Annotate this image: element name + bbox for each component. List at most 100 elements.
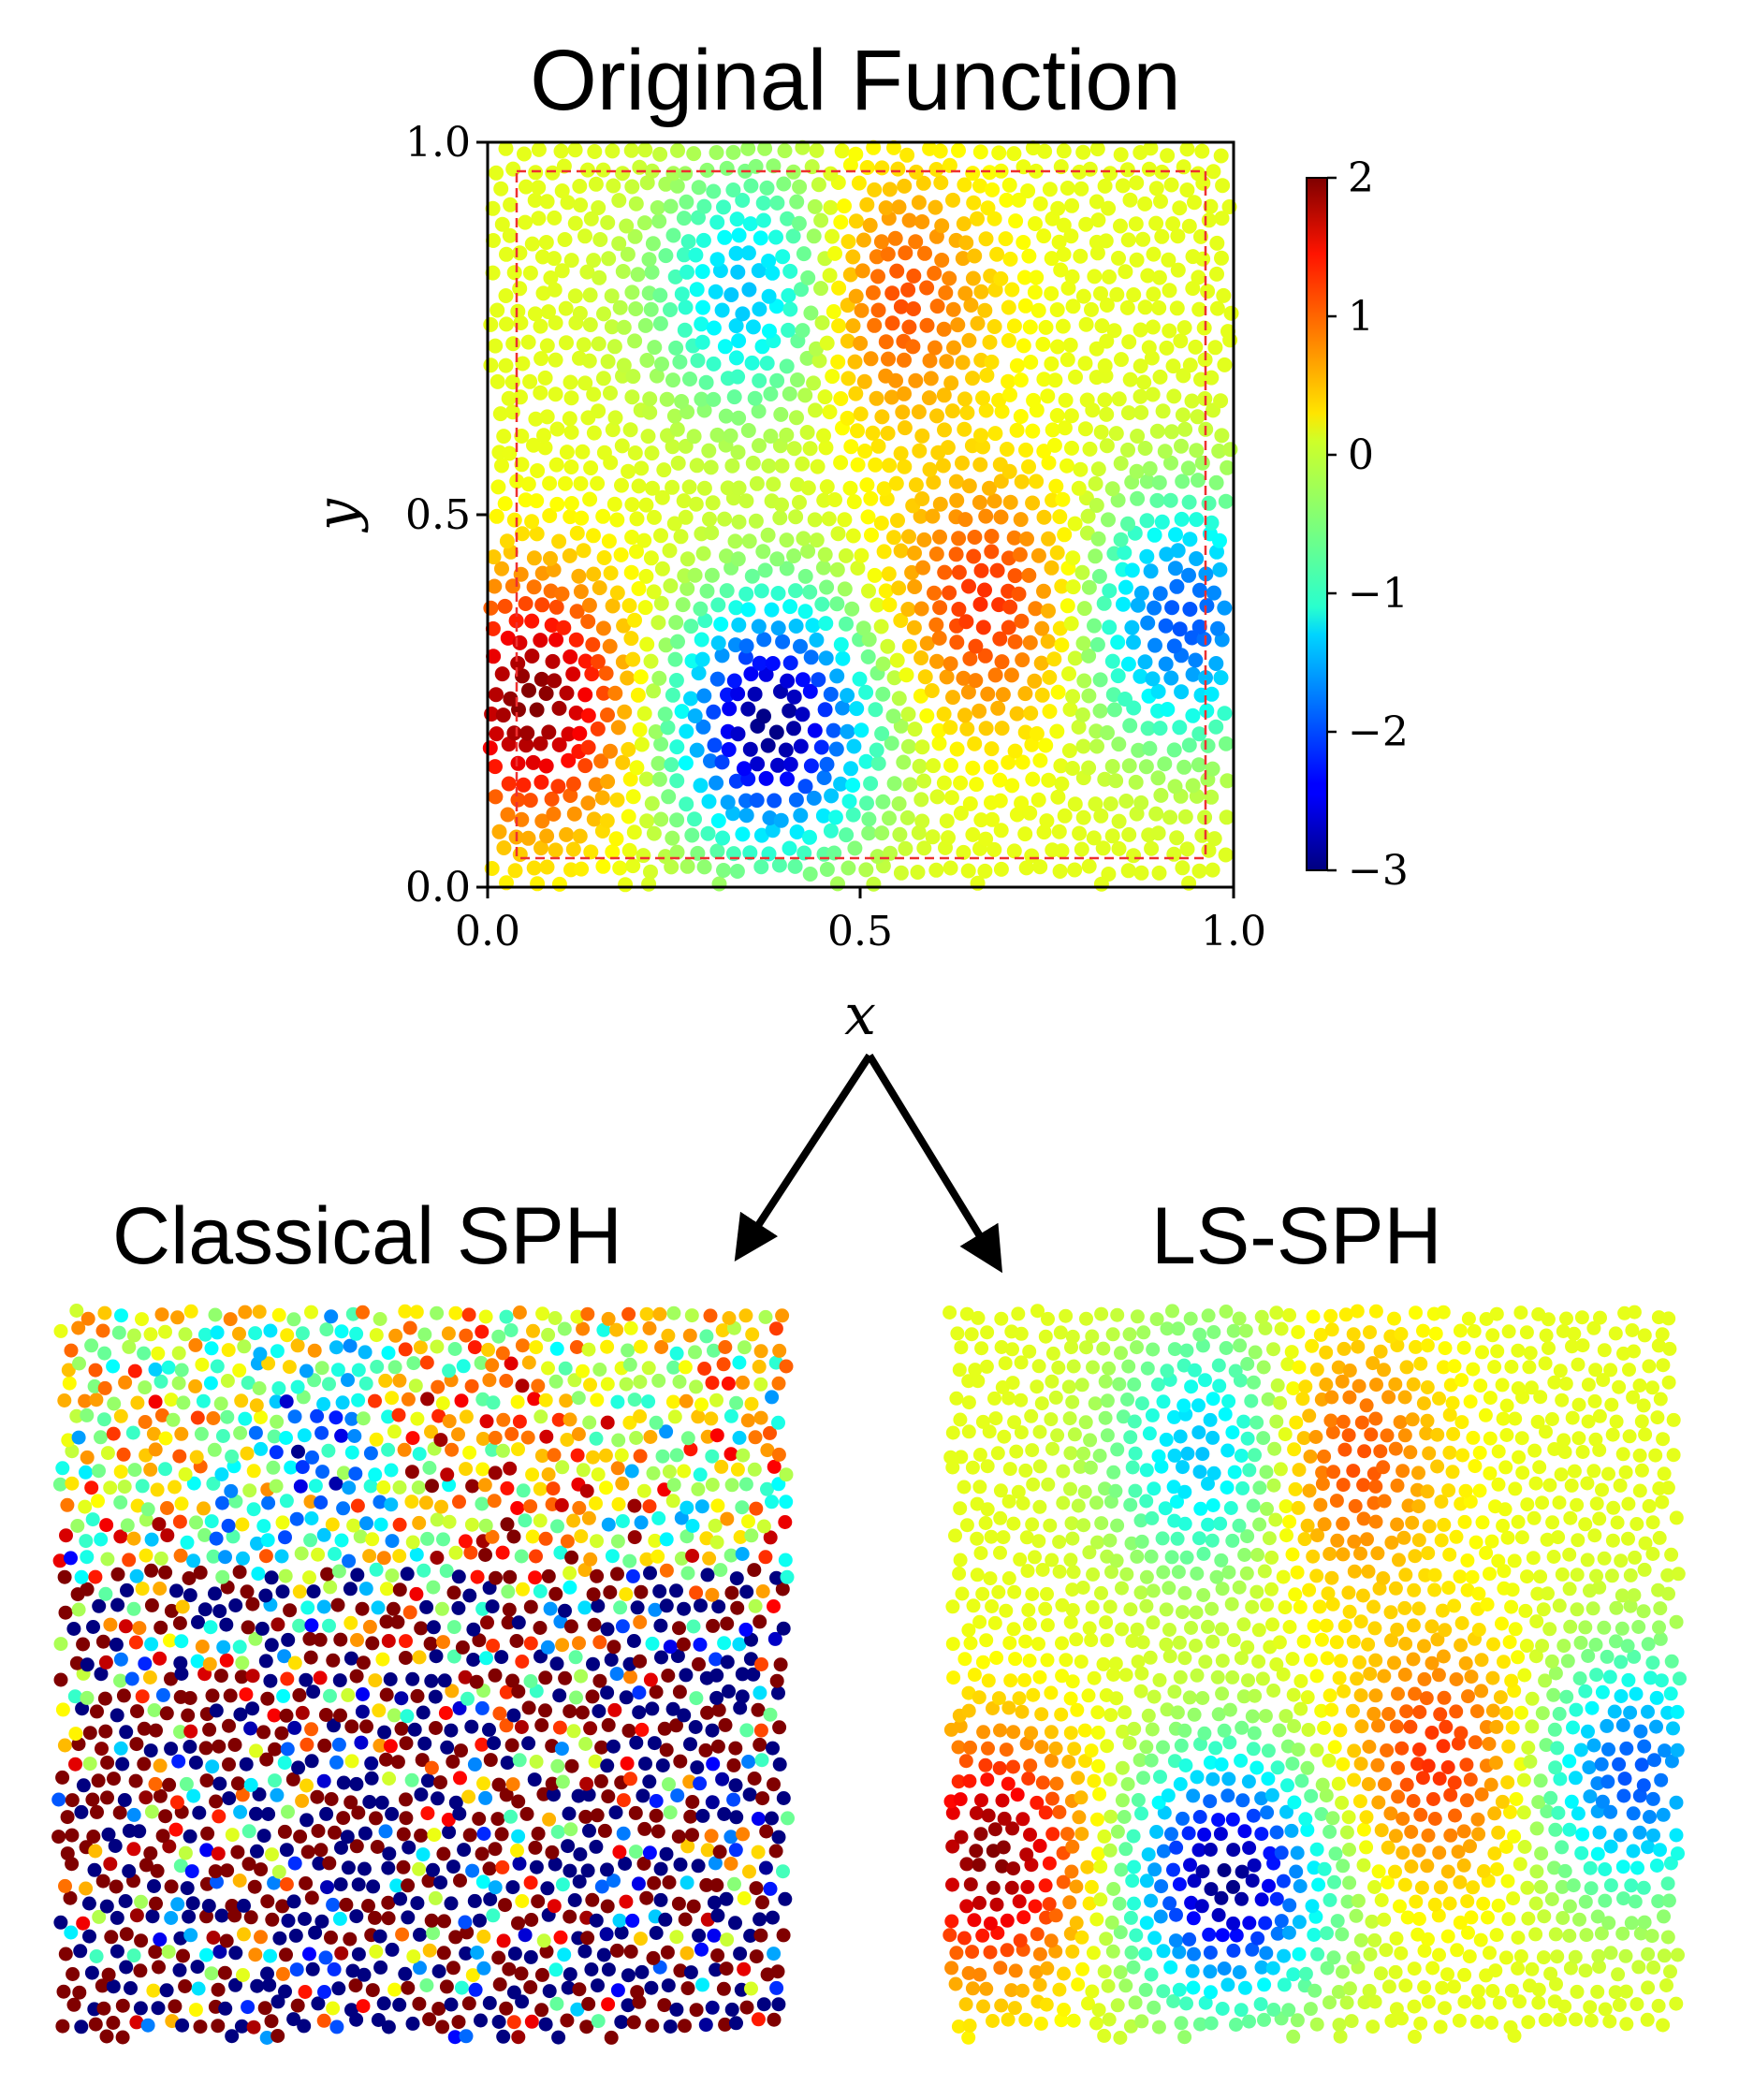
scatter-point (1412, 1705, 1427, 1719)
scatter-point (127, 1364, 142, 1378)
scatter-point (1308, 1983, 1323, 1998)
scatter-point (689, 1691, 704, 1706)
scatter-point (766, 1741, 780, 1756)
scatter-point (103, 1857, 118, 1872)
scatter-point (280, 1328, 295, 1343)
scatter-point (958, 614, 974, 630)
scatter-point (89, 1393, 104, 1407)
scatter-point (219, 1653, 234, 1668)
scatter-point (606, 339, 622, 355)
scatter-point (1546, 1550, 1561, 1564)
scatter-point (706, 1757, 721, 1772)
scatter-point (448, 1305, 463, 1320)
scatter-point (506, 1529, 521, 1544)
scatter-point (654, 1650, 668, 1665)
scatter-point (1109, 1691, 1124, 1706)
scatter-point (609, 1943, 624, 1958)
scatter-point (549, 1656, 564, 1671)
scatter-point (1052, 1535, 1067, 1550)
scatter-point (547, 210, 563, 226)
scatter-point (1203, 1843, 1218, 1857)
scatter-point (861, 811, 877, 827)
scatter-point (1038, 1601, 1053, 1616)
scatter-point (651, 1373, 666, 1388)
scatter-point (559, 1393, 574, 1408)
scatter-point (683, 691, 698, 707)
scatter-point (1139, 548, 1155, 564)
scatter-point (648, 1602, 663, 1617)
scatter-point (833, 455, 849, 471)
scatter-point (1377, 1494, 1392, 1509)
scatter-point (1139, 513, 1155, 529)
scatter-point (1006, 843, 1022, 859)
scatter-point (216, 1640, 231, 1655)
scatter-point (986, 493, 1002, 509)
scatter-point (275, 1966, 290, 1981)
scatter-point (1616, 1891, 1630, 1906)
scatter-point (1199, 703, 1215, 719)
scatter-point (195, 1357, 210, 1372)
scatter-point (1404, 1859, 1419, 1874)
scatter-point (1106, 323, 1122, 339)
scatter-point (636, 848, 651, 864)
scatter-point (57, 1569, 72, 1584)
scatter-point (474, 1355, 489, 1370)
scatter-point (1234, 2003, 1249, 2018)
scatter-point (183, 1829, 197, 1844)
scatter-point (351, 1947, 366, 1961)
scatter-point (867, 182, 883, 197)
scatter-point (582, 317, 598, 332)
scatter-point (878, 200, 894, 216)
scatter-point (329, 1410, 343, 1425)
scatter-point (385, 1806, 400, 1821)
scatter-point (957, 1480, 972, 1495)
scatter-point (495, 707, 511, 723)
scatter-point (1304, 1788, 1319, 1803)
scatter-point (139, 1858, 153, 1873)
scatter-point (73, 1944, 88, 1959)
scatter-point (705, 1449, 720, 1464)
scatter-point (1254, 1892, 1269, 1907)
scatter-point (1538, 2012, 1553, 2027)
scatter-point (447, 2030, 462, 2045)
scatter-point (622, 1357, 637, 1372)
scatter-point (854, 722, 870, 738)
scatter-point (731, 227, 747, 243)
scatter-point (483, 1753, 498, 1768)
scatter-point (144, 1804, 159, 1819)
scatter-point (601, 1517, 616, 1532)
scatter-point (405, 1431, 420, 1446)
scatter-point (1030, 1795, 1045, 1810)
scatter-point (799, 350, 815, 366)
scatter-point (290, 1379, 305, 1394)
scatter-point (1122, 372, 1138, 387)
scatter-point (1317, 1720, 1332, 1735)
scatter-point (972, 494, 987, 510)
scatter-point (350, 1498, 365, 1513)
scatter-point (1551, 1805, 1566, 1820)
scatter-point (193, 2020, 208, 2034)
scatter-point (662, 1874, 677, 1889)
scatter-point (1430, 1632, 1445, 1647)
scatter-point (1177, 1651, 1192, 1666)
scatter-point (510, 1501, 525, 1515)
scatter-point (1191, 582, 1207, 598)
scatter-point (1100, 1739, 1115, 1754)
scatter-point (1628, 1550, 1643, 1565)
scatter-point (950, 317, 966, 333)
scatter-point (1144, 1549, 1159, 1564)
scatter-point (1359, 1810, 1374, 1825)
scatter-point (98, 1586, 113, 1601)
scatter-point (876, 481, 892, 497)
scatter-point (861, 632, 877, 648)
scatter-point (1148, 215, 1164, 231)
scatter-point (762, 810, 778, 825)
scatter-point (1396, 1464, 1410, 1479)
scatter-point (874, 825, 890, 841)
scatter-point (665, 1701, 680, 1716)
scatter-point (815, 560, 831, 576)
scatter-point (515, 526, 530, 542)
scatter-point (1307, 1928, 1322, 1942)
scatter-point (116, 1447, 131, 1462)
scatter-point (135, 1479, 150, 1494)
